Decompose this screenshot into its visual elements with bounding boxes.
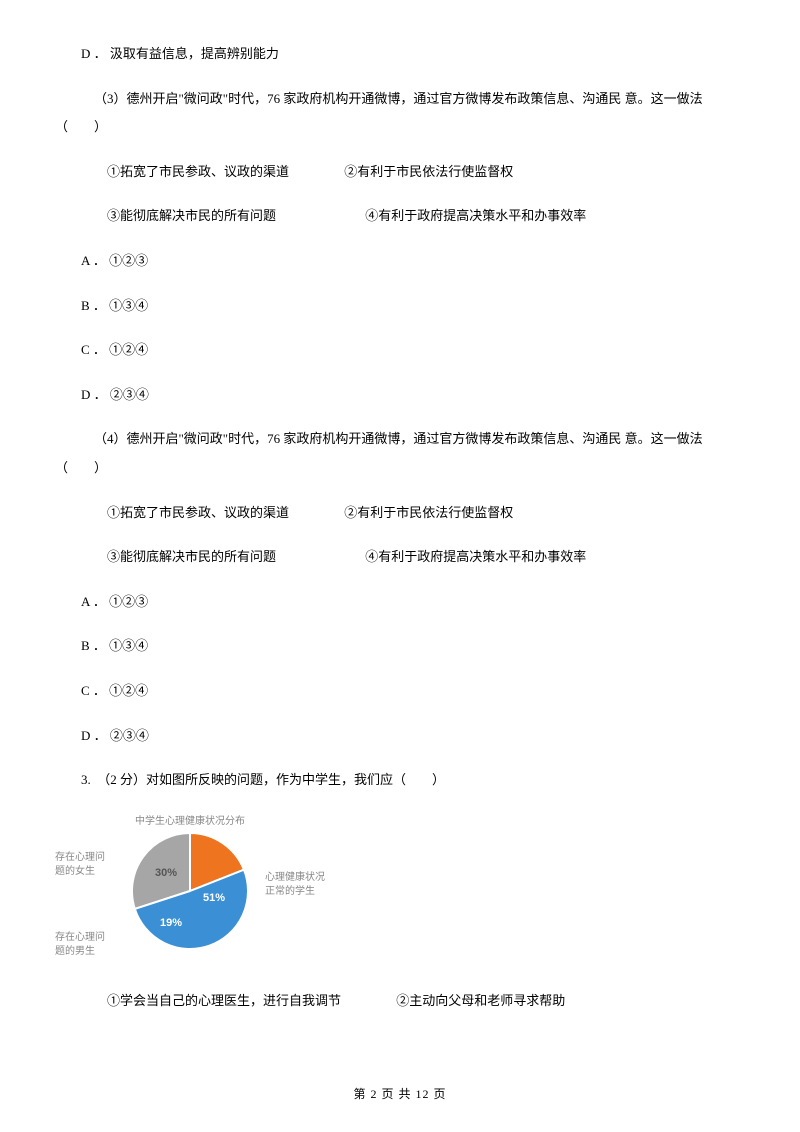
q4-d: D ． ②③④ <box>55 722 745 751</box>
q5-choices-row1: ①学会当自己的心理医生，进行自我调节 ②主动向父母和老师寻求帮助 <box>55 987 745 1016</box>
page-footer: 第 2 页 共 12 页 <box>0 1081 800 1107</box>
pie-chart-section: 中学生心理健康状况分布 51% 30% 19% 存在心理问题的女生 存在心理问题… <box>55 811 395 971</box>
q4-a: A ． ①②③ <box>55 588 745 617</box>
q3-c1: ①拓宽了市民参政、议政的渠道 <box>81 158 289 187</box>
q5-c1: ①学会当自己的心理医生，进行自我调节 <box>81 987 341 1016</box>
q3-choices-row1: ①拓宽了市民参政、议政的渠道 ②有利于市民依法行使监督权 <box>55 158 745 187</box>
q4-c1: ①拓宽了市民参政、议政的渠道 <box>81 499 289 528</box>
q3-c4: ④有利于政府提高决策水平和办事效率 <box>339 202 586 231</box>
q3-c3: ③能彻底解决市民的所有问题 <box>81 202 276 231</box>
option-d-top: D ． 汲取有益信息，提高辨别能力 <box>55 40 745 69</box>
pie-label-30: 30% <box>155 861 177 885</box>
pie-label-right: 心理健康状况正常的学生 <box>265 871 325 899</box>
q3-c2: ②有利于市民依法行使监督权 <box>318 158 513 187</box>
q3-a: A ． ①②③ <box>55 247 745 276</box>
pie-label-left-top: 存在心理问题的女生 <box>55 851 105 879</box>
q3-b: B ． ①③④ <box>55 292 745 321</box>
q4-stem: （4）德州开启"微问政"时代，76 家政府机构开通微博，通过官方微博发布政策信息… <box>55 425 745 482</box>
pie-label-left-bottom: 存在心理问题的男生 <box>55 931 105 959</box>
q4-choices-row1: ①拓宽了市民参政、议政的渠道 ②有利于市民依法行使监督权 <box>55 499 745 528</box>
q4-choices-row2: ③能彻底解决市民的所有问题 ④有利于政府提高决策水平和办事效率 <box>55 543 745 572</box>
q4-c2: ②有利于市民依法行使监督权 <box>318 499 513 528</box>
q4-c: C ． ①②④ <box>55 677 745 706</box>
q4-c4: ④有利于政府提高决策水平和办事效率 <box>339 543 586 572</box>
pie-title: 中学生心理健康状况分布 <box>135 811 245 833</box>
q3-c: C ． ①②④ <box>55 336 745 365</box>
q3-d: D ． ②③④ <box>55 381 745 410</box>
q5-c2: ②主动向父母和老师寻求帮助 <box>370 987 565 1016</box>
pie-label-19: 19% <box>160 911 182 935</box>
q3-stem: （3）德州开启"微问政"时代，76 家政府机构开通微博，通过官方微博发布政策信息… <box>55 85 745 142</box>
q3-choices-row2: ③能彻底解决市民的所有问题 ④有利于政府提高决策水平和办事效率 <box>55 202 745 231</box>
q5-stem: 3. （2 分）对如图所反映的问题，作为中学生，我们应（ ） <box>55 766 745 795</box>
q4-b: B ． ①③④ <box>55 632 745 661</box>
pie-label-51: 51% <box>203 886 225 910</box>
q4-c3: ③能彻底解决市民的所有问题 <box>81 543 276 572</box>
pie-chart-svg <box>130 831 250 951</box>
